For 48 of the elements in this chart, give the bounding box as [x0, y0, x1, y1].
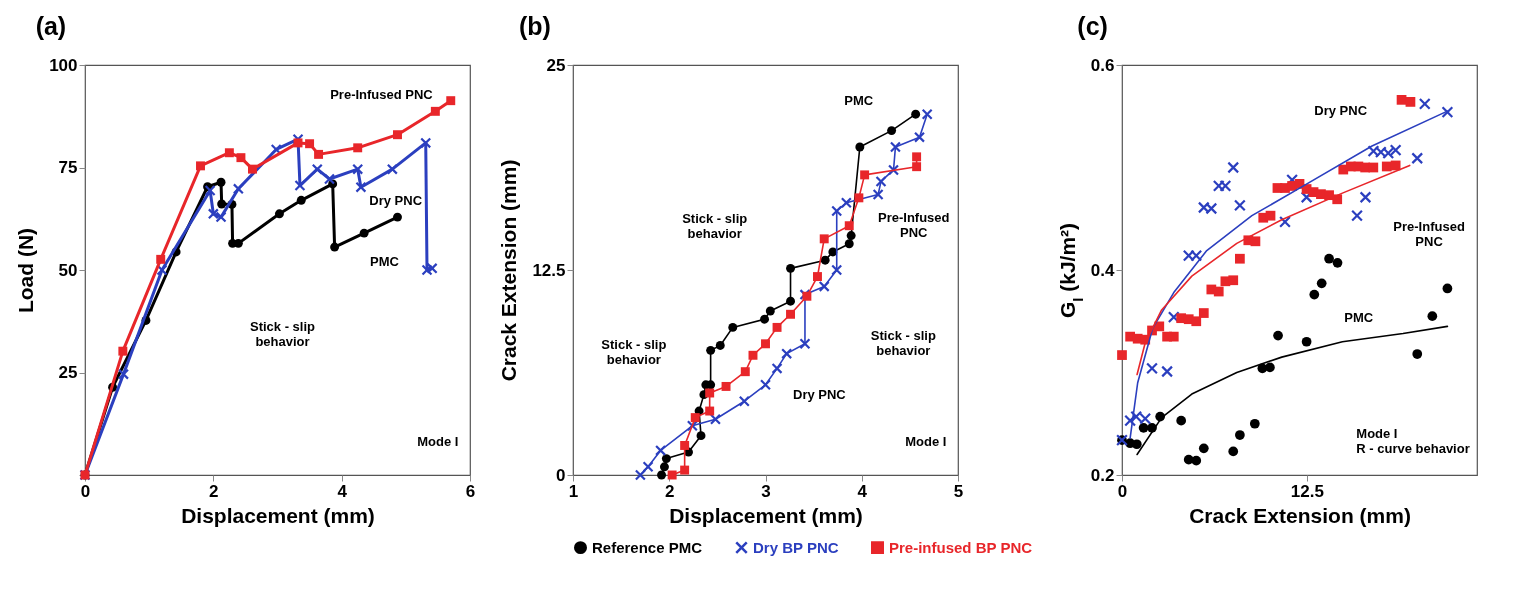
- x-tick-label: 2: [665, 481, 675, 501]
- x-axis-title: Displacement (mm): [181, 503, 375, 527]
- annotation: Dry PNC: [793, 386, 847, 402]
- x-axis-title: Crack Extension (mm): [1189, 503, 1411, 527]
- y-tick-label: 75: [58, 158, 78, 177]
- chart-title: (a): [35, 12, 67, 40]
- annotation: PMC: [1344, 310, 1374, 326]
- y-axis-title: Crack Extension (mm): [497, 159, 521, 382]
- legend-label: Pre-infused BP PNC: [889, 538, 1033, 556]
- x-tick-label: 12.5: [1290, 481, 1324, 501]
- y-tick-label: 0.2: [1090, 465, 1115, 485]
- x-tick-label: 4: [337, 481, 348, 501]
- annotation: Stick - slip behavior: [601, 337, 667, 368]
- annotation: PMC: [370, 253, 400, 269]
- x-tick-label: 4: [857, 481, 868, 501]
- legend-label: Reference PMC: [592, 538, 703, 556]
- y-axis-title: Load (N): [14, 227, 38, 314]
- y-tick-label: 50: [58, 260, 78, 280]
- y-tick-label: 25: [58, 363, 78, 382]
- annotation: Dry PNC: [1314, 103, 1368, 119]
- x-axis-title: Displacement (mm): [669, 503, 863, 527]
- x-tick-label: 5: [953, 481, 964, 501]
- chart-title: (c): [1077, 12, 1108, 40]
- y-tick-label: 100: [49, 55, 78, 75]
- y-tick-label: 25: [546, 55, 566, 75]
- annotation: Mode I: [905, 434, 947, 450]
- annotation: Stick - slip behavior: [249, 319, 316, 350]
- annotation: Dry PNC: [369, 192, 423, 208]
- y-tick-label: 0: [556, 465, 566, 485]
- x-tick-label: 0: [80, 481, 91, 501]
- x-tick-label: 0: [1117, 481, 1128, 501]
- annotation: Stick - slip behavior: [682, 211, 748, 242]
- x-tick-label: 2: [209, 481, 219, 501]
- y-tick-label: 0.4: [1090, 260, 1116, 280]
- annotation: Pre-Infused PNC: [1393, 218, 1465, 249]
- y-tick-label: 0.6: [1090, 55, 1115, 75]
- annotation: Stick - slip behavior: [870, 327, 936, 358]
- x-tick-label: 3: [761, 481, 771, 501]
- x-tick-label: 1: [568, 481, 579, 501]
- y-tick-label: 12.5: [532, 260, 566, 280]
- x-tick-label: 6: [465, 481, 476, 501]
- legend-label: Dry BP PNC: [753, 538, 839, 556]
- annotation: Pre-Infused PNC: [330, 86, 434, 102]
- annotation: PMC: [844, 93, 874, 109]
- annotation: Mode I R - curve behavior: [1356, 426, 1470, 456]
- annotation: Mode I: [417, 434, 459, 450]
- annotation: Pre-Infused PNC: [877, 209, 950, 240]
- chart-title: (b): [518, 12, 551, 40]
